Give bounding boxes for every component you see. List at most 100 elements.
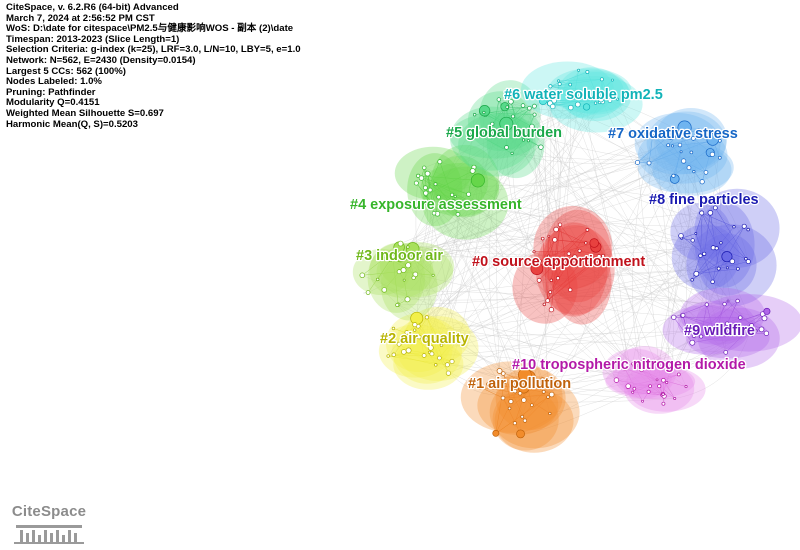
- node: [424, 191, 428, 195]
- node: [530, 404, 533, 407]
- node: [550, 279, 553, 282]
- node: [691, 239, 695, 243]
- node: [649, 385, 652, 388]
- node: [680, 151, 682, 153]
- node: [717, 267, 720, 270]
- logo-text: CiteSpace: [8, 503, 90, 520]
- node: [745, 257, 748, 260]
- node: [549, 291, 552, 294]
- node: [511, 115, 514, 118]
- node: [425, 171, 430, 176]
- node: [446, 371, 450, 375]
- node: [392, 353, 396, 357]
- node: [413, 322, 417, 326]
- node: [583, 104, 589, 110]
- node: [685, 385, 687, 387]
- node: [699, 254, 703, 258]
- node: [633, 387, 636, 390]
- node: [705, 303, 709, 307]
- node: [764, 331, 769, 336]
- node: [590, 239, 599, 248]
- node: [733, 226, 736, 229]
- node: [539, 145, 544, 150]
- node: [704, 170, 708, 174]
- node: [718, 156, 721, 159]
- node: [681, 313, 685, 317]
- node: [546, 299, 550, 303]
- node: [642, 400, 644, 402]
- node: [422, 354, 426, 358]
- node: [450, 193, 453, 196]
- node: [586, 70, 589, 73]
- node: [681, 159, 685, 163]
- node: [577, 69, 579, 71]
- node: [423, 186, 427, 190]
- cluster-label-2: #2 air quality: [380, 331, 469, 347]
- node: [387, 355, 390, 358]
- node: [736, 267, 739, 270]
- node: [366, 291, 370, 295]
- node: [533, 251, 535, 253]
- cluster-label-8: #8 fine particles: [649, 192, 759, 208]
- node: [505, 145, 509, 149]
- node: [403, 279, 405, 281]
- node: [527, 106, 531, 110]
- node: [708, 210, 713, 215]
- node: [671, 145, 673, 147]
- citespace-logo: CiteSpace: [8, 503, 90, 545]
- cluster-label-7: #7 oxidative stress: [608, 126, 738, 142]
- cluster-label-5: #5 global burden: [446, 125, 562, 141]
- node: [493, 430, 499, 436]
- node: [411, 312, 423, 324]
- node: [730, 259, 735, 264]
- node: [667, 144, 670, 147]
- node: [376, 278, 379, 281]
- node: [658, 384, 661, 387]
- node: [695, 232, 697, 234]
- node: [501, 396, 505, 400]
- node: [662, 402, 665, 405]
- node: [396, 303, 399, 306]
- node: [578, 249, 581, 252]
- node: [747, 228, 750, 231]
- node: [611, 79, 613, 81]
- node: [548, 235, 550, 237]
- node: [614, 378, 619, 383]
- node: [647, 161, 651, 165]
- node: [677, 373, 680, 376]
- node: [517, 430, 525, 438]
- node: [693, 170, 695, 172]
- node: [690, 151, 693, 154]
- node: [397, 270, 401, 274]
- node: [764, 308, 770, 314]
- node: [568, 288, 572, 292]
- node: [554, 227, 559, 232]
- node: [691, 279, 694, 282]
- node: [679, 233, 684, 238]
- cluster-label-4: #4 exposure assessment: [350, 197, 522, 213]
- node: [412, 276, 416, 280]
- node: [434, 183, 437, 186]
- node: [727, 300, 729, 302]
- node: [585, 242, 588, 245]
- node: [508, 407, 511, 410]
- node: [382, 288, 387, 293]
- node: [726, 267, 728, 269]
- node: [406, 348, 411, 353]
- node: [405, 297, 410, 302]
- node: [543, 303, 546, 306]
- node: [553, 238, 557, 242]
- node: [647, 390, 650, 393]
- cluster-label-6: #6 water soluble pm2.5: [504, 87, 663, 103]
- node: [549, 412, 551, 414]
- node: [558, 223, 562, 227]
- cluster-label-9: #9 wildfire: [684, 323, 755, 339]
- node: [662, 393, 665, 396]
- node: [470, 168, 475, 173]
- node: [720, 242, 723, 245]
- node: [422, 166, 426, 170]
- cluster-label-3: #3 indoor air: [356, 248, 443, 264]
- node: [666, 381, 668, 383]
- node: [724, 350, 728, 354]
